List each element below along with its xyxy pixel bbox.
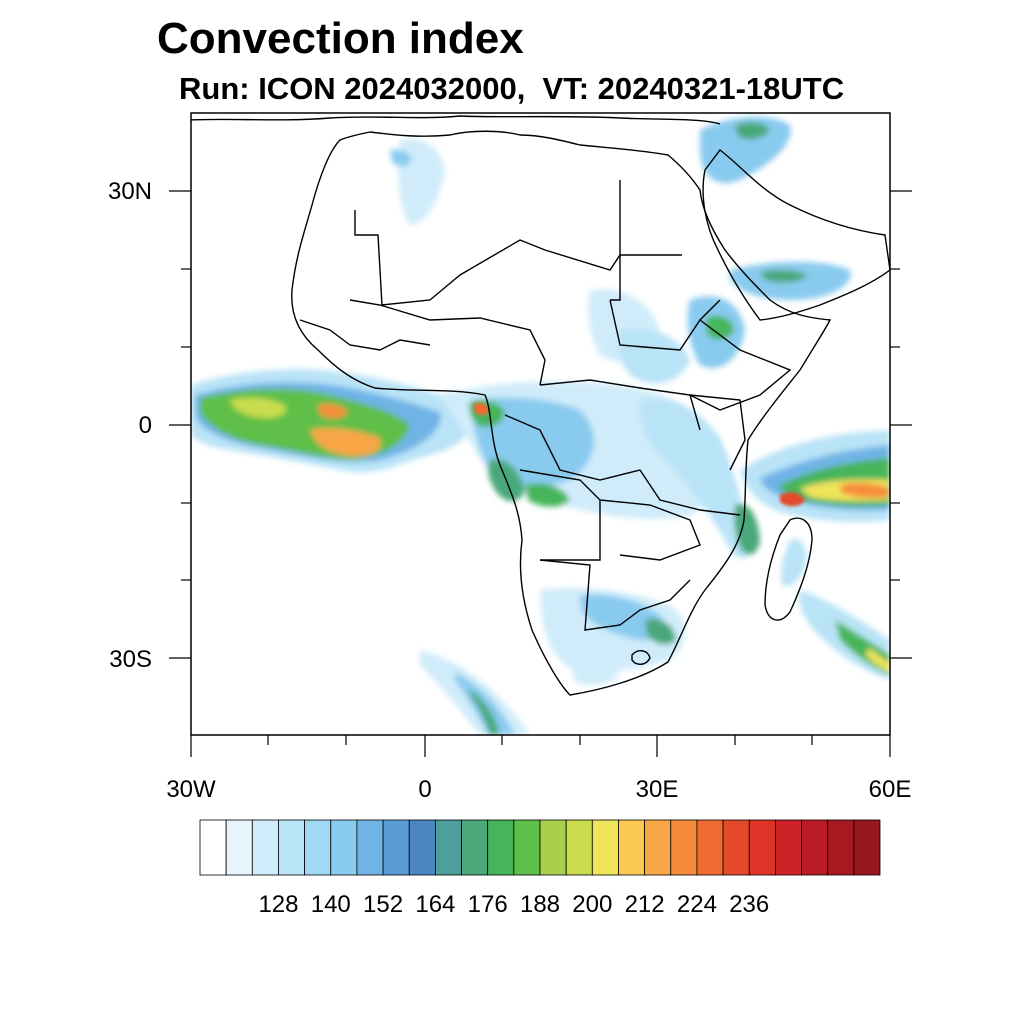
border-ethiopia [689, 319, 792, 411]
colorbar-label: 176 [468, 891, 508, 918]
colorbar-box [644, 819, 672, 876]
chart-title: Convection index [157, 14, 524, 63]
border-zambia [599, 499, 701, 561]
colorbar [199, 819, 881, 876]
coastline-madagascar [764, 517, 813, 621]
field-sw-front-blue [455, 672, 515, 735]
field-cape [570, 663, 620, 686]
field-atlantic-orange2 [318, 403, 348, 419]
colorbar-box [304, 819, 332, 876]
field-congo-south [525, 483, 570, 507]
field-madagascar-strip [781, 538, 807, 587]
lon-label-60e: 60E [869, 776, 912, 803]
field-east-africa [639, 399, 750, 559]
field-levant [700, 116, 791, 184]
lat-label-30s: 30S [109, 646, 152, 673]
colorbar-box [408, 819, 436, 876]
field-indian-orange [840, 482, 888, 498]
convection-field [191, 116, 890, 735]
colorbar-label: 140 [311, 891, 351, 918]
colorbar-box [487, 819, 515, 876]
border-sudan [609, 299, 721, 351]
border-lesotho [631, 650, 651, 665]
colorbar-box [382, 819, 410, 876]
field-ethiopia-green [706, 315, 734, 340]
colorbar-box [434, 819, 462, 876]
coastline-arabia [702, 149, 890, 321]
colorbar-box [225, 819, 253, 876]
lat-label-30n: 30N [108, 178, 152, 205]
field-atlantic-orange [310, 427, 381, 457]
colorbar-box [722, 819, 750, 876]
lon-label-30e: 30E [636, 776, 679, 803]
field-se-front-yellow [866, 648, 890, 672]
border-drc [504, 414, 741, 516]
colorbar-box [591, 819, 619, 876]
map-frame [190, 112, 891, 736]
lon-label-0: 0 [418, 776, 431, 803]
colorbar-box [801, 819, 829, 876]
colorbar-box [539, 819, 567, 876]
field-cyclone-core [780, 492, 805, 507]
field-sw-front-green [470, 690, 500, 735]
colorbar-box [853, 819, 881, 876]
border-libya-egypt [610, 180, 621, 301]
map-outlines [191, 115, 890, 696]
colorbar-box [670, 819, 698, 876]
border-central [539, 379, 701, 431]
field-arabia-green [760, 269, 808, 283]
field-sudan [617, 328, 690, 384]
colorbar-box [696, 819, 724, 876]
field-levant-green [735, 122, 770, 140]
colorbar-box [356, 819, 384, 876]
border-north-africa [354, 210, 682, 306]
colorbar-box [565, 819, 593, 876]
colorbar-box [774, 819, 802, 876]
field-botswana [580, 594, 664, 641]
colorbar-box [251, 819, 279, 876]
field-cameroon-hot [474, 402, 489, 416]
colorbar-label: 236 [729, 891, 769, 918]
colorbar-box [199, 819, 227, 876]
colorbar-label: 188 [520, 891, 560, 918]
colorbar-box [618, 819, 646, 876]
field-mozambique [734, 504, 760, 555]
lon-label-30w: 30W [166, 776, 216, 803]
colorbar-labels: 128 140 152 164 176 188 200 212 224 236 [258, 891, 769, 918]
border-southern [539, 559, 691, 631]
colorbar-box [461, 819, 489, 876]
colorbar-label: 128 [258, 891, 298, 918]
coastline-europe [191, 115, 721, 125]
colorbar-box [748, 819, 776, 876]
chart-subtitle: Run: ICON 2024032000, VT: 20240321-18UTC [179, 71, 845, 106]
colorbar-box [827, 819, 855, 876]
axis-ticks [169, 190, 912, 757]
lat-label-0: 0 [139, 412, 152, 439]
border-sahel [349, 299, 546, 386]
colorbar-label: 212 [625, 891, 665, 918]
field-natal [645, 618, 676, 645]
colorbar-label: 224 [677, 891, 717, 918]
field-sahara-patch [390, 149, 412, 167]
colorbar-label: 200 [572, 891, 612, 918]
field-atlantic-yellow [230, 397, 287, 419]
colorbar-label: 164 [415, 891, 455, 918]
field-sahara-west [398, 138, 445, 225]
colorbar-label: 152 [363, 891, 403, 918]
border-westafrica [299, 319, 431, 351]
coastline-africa [291, 130, 832, 696]
colorbar-box [278, 819, 306, 876]
border-kenya [689, 394, 746, 471]
colorbar-box [513, 819, 541, 876]
colorbar-box [330, 819, 358, 876]
